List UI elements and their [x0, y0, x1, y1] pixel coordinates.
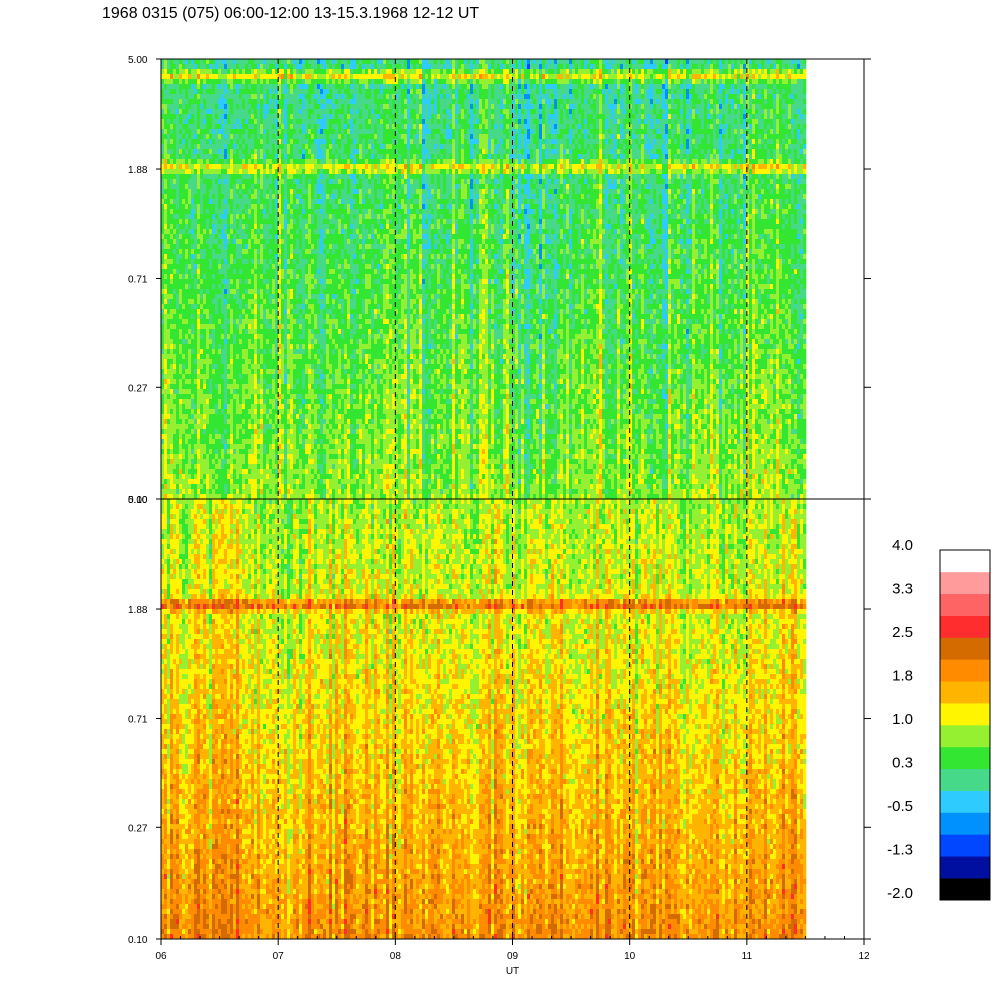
colorbar-label: 1.0	[892, 711, 913, 728]
colorbar-label: 2.5	[892, 624, 913, 641]
x-tick-label: 06	[155, 951, 167, 962]
spectrogram-cells	[161, 499, 807, 939]
colorbar-label: -2.0	[887, 885, 913, 902]
y-tick-label: 1.88	[128, 165, 148, 176]
colorbar-label: 4.0	[892, 537, 913, 554]
y-tick-label: 0.71	[128, 275, 148, 286]
y-tick-label: 5.00	[128, 495, 148, 506]
colorbar-swatch	[940, 768, 990, 791]
x-axis-label: UT	[506, 966, 519, 977]
axes-group: 5.001.880.710.270.105.001.880.710.270.10…	[128, 55, 871, 977]
colorbar-label: -0.5	[887, 798, 913, 815]
y-tick-label: 5.00	[128, 55, 148, 66]
colorbar-swatch	[940, 659, 990, 682]
colorbar-swatch	[940, 681, 990, 704]
x-tick-label: 07	[273, 951, 285, 962]
colorbar-label: 0.3	[892, 755, 913, 772]
lower-spectrogram-panel	[161, 499, 807, 939]
chart-title: 1968 0315 (075) 06:00-12:00 13-15.3.1968…	[102, 5, 479, 23]
y-tick-label: 0.71	[128, 715, 148, 726]
colorbar-swatch	[940, 725, 990, 748]
y-tick-label: 0.10	[128, 935, 148, 946]
colorbar-swatch	[940, 856, 990, 879]
x-tick-label: 12	[858, 951, 870, 962]
colorbar-swatch	[940, 703, 990, 726]
colorbar-swatch	[940, 637, 990, 660]
colorbar-label: 1.8	[892, 668, 913, 685]
colorbar-label: -1.3	[887, 842, 913, 859]
colorbar-swatch	[940, 812, 990, 835]
y-tick-label: 0.10	[128, 495, 148, 506]
spectrogram-cells	[161, 59, 807, 499]
y-tick-label: 1.88	[128, 605, 148, 616]
colorbar-frame	[939, 549, 991, 901]
x-tick-label: 09	[507, 951, 519, 962]
upper-spectrogram-panel	[161, 59, 807, 499]
colorbar-swatch	[940, 550, 990, 573]
y-tick-label: 0.27	[128, 823, 148, 834]
colorbar-swatch	[940, 746, 990, 770]
colorbar-swatch	[940, 593, 990, 616]
colorbar-swatch	[940, 615, 990, 638]
colorbar-swatch	[940, 790, 990, 813]
colorbar-swatch	[940, 571, 990, 595]
colorbar-label: 3.3	[892, 581, 913, 598]
colorbar-swatch	[940, 834, 990, 857]
colorbar-swatch	[940, 878, 990, 901]
y-tick-label: 0.27	[128, 383, 148, 394]
colorbar: 4.0 3.3 2.5 1.8 1.0 0.3 -0.5 -1.3 -2.0	[887, 537, 991, 902]
x-tick-label: 11	[742, 951, 753, 962]
x-tick-label: 08	[390, 951, 402, 962]
x-tick-label: 10	[624, 951, 636, 962]
